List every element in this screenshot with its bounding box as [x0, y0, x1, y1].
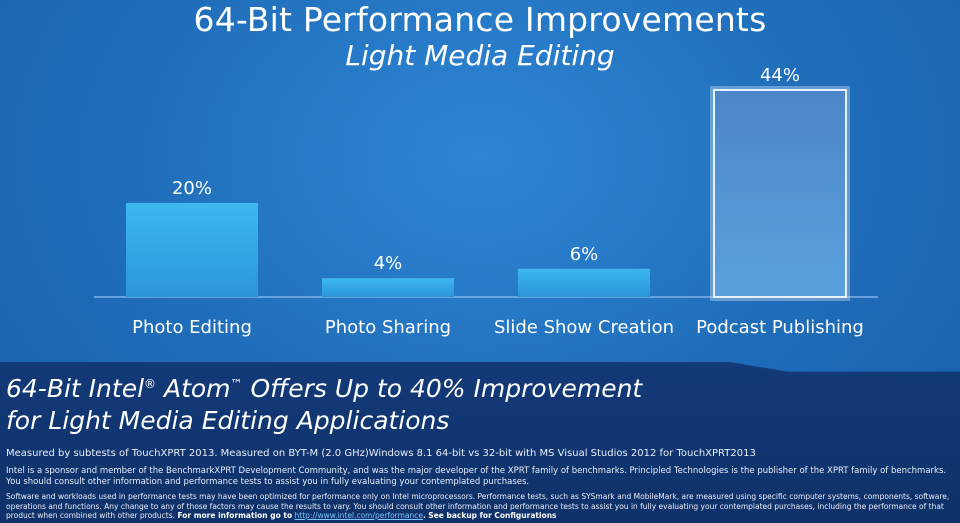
footer-band [0, 362, 960, 523]
backup-note: See backup for Configurations [428, 511, 557, 520]
category-label: Slide Show Creation [494, 317, 674, 338]
category-label: Podcast Publishing [696, 317, 864, 338]
data-label: 44% [760, 65, 800, 86]
bar-chart: 20% Photo Editing 4% Photo Sharing 6% Slide S… [94, 65, 878, 338]
bar-photo-sharing [322, 278, 454, 297]
category-label: Photo Editing [132, 317, 252, 338]
more-info-text: For more information go to [177, 511, 293, 520]
summary-headline: 64-Bit Intel® Atom™ Offers Up to 40% Imp… [6, 368, 766, 437]
page-title: 64-Bit Performance Improvements [193, 0, 767, 39]
summary-headline-line2: for Light Media Editing Applications [6, 406, 450, 435]
page-subtitle: Light Media Editing [345, 39, 615, 72]
trademark-mark: ™ [230, 377, 243, 391]
data-label: 6% [570, 244, 599, 265]
data-label: 20% [172, 178, 212, 199]
registered-mark: ® [144, 377, 157, 391]
disclaimer-text: Software and workloads used in performan… [6, 492, 950, 520]
highlight-glow [710, 86, 850, 301]
measurement-note: Measured by subtests of TouchXPRT 2013. … [6, 448, 756, 459]
sponsor-note: Intel is a sponsor and member of the Ben… [6, 466, 947, 487]
bar-podcast-publishing [713, 89, 847, 298]
performance-link[interactable]: http://www.intel.com/performance [294, 511, 424, 520]
bar-photo-editing [126, 202, 258, 297]
disclaimer: Software and workloads used in performan… [6, 492, 950, 520]
category-label: Photo Sharing [325, 317, 451, 338]
summary-headline-line1: 64-Bit Intel® Atom™ Offers Up to 40% Imp… [6, 374, 643, 403]
data-label: 4% [374, 253, 403, 274]
bar-slide-show-creation [518, 268, 650, 297]
